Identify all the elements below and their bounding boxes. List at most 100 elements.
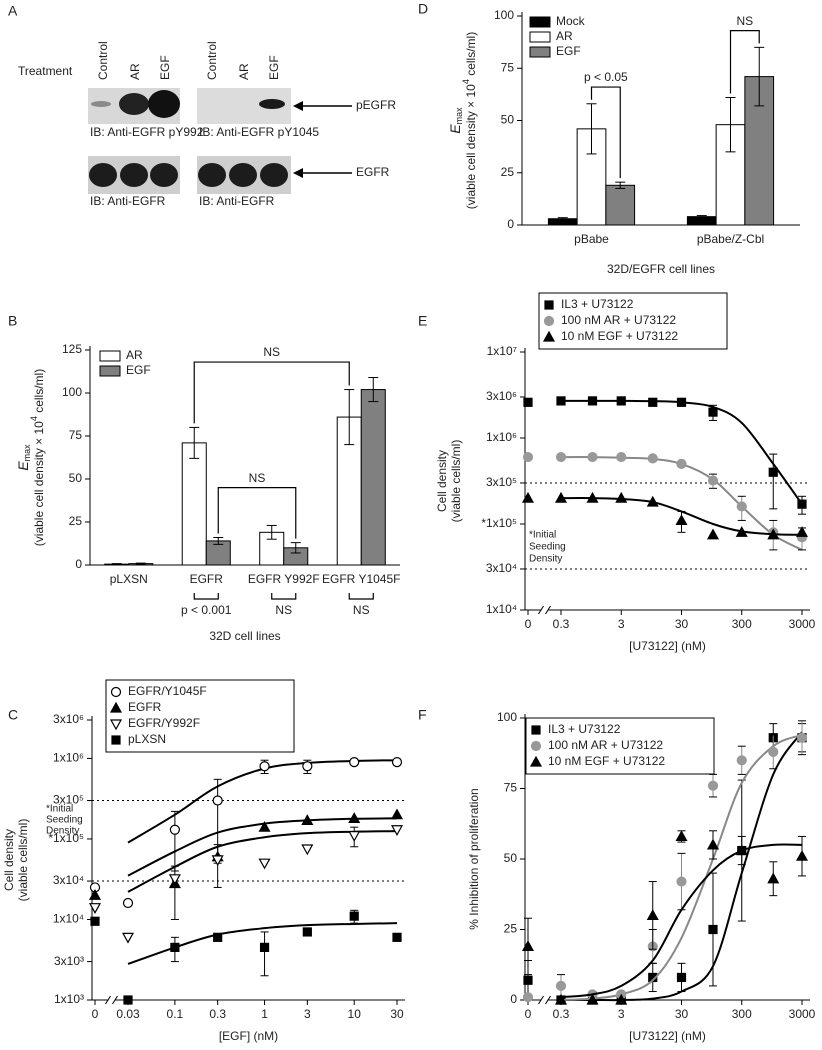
x-tick-label: EGFR Y992F [248,572,320,586]
x-tick-label: EGFR [190,572,224,586]
marker [796,732,808,743]
lane-label: Control [205,41,219,80]
y-tick-label: 125 [62,342,82,356]
marker [90,916,100,926]
marker [168,874,181,886]
y-tick-label: 75 [504,781,518,795]
marker [675,514,688,526]
y-tick-label: 1x10⁶ [486,430,517,444]
y-tick-label: 0 [507,217,514,231]
legend-marker [542,330,556,342]
legend-label: Mock [556,14,586,28]
lane-label: Control [96,41,110,80]
bar [181,442,207,566]
fit-curve [560,731,803,1002]
annotation: Density [529,554,562,565]
x-tick-label: 3 [618,617,625,631]
marker [122,897,134,909]
annotation: Seeding [529,542,566,553]
marker [646,495,659,507]
legend-marker [111,735,121,745]
fit-curve [561,399,803,505]
y-axis-label: Emax [15,444,33,471]
marker [736,755,747,766]
legend-box [105,679,295,753]
annotation: NS [263,345,280,359]
axis-break [105,995,111,1005]
y-axis-label: (viable cell density × 104 cells/ml) [461,32,478,209]
marker [797,499,807,509]
arrowhead [293,101,303,111]
y-tick-label: 3x10³ [54,954,84,968]
band [198,163,226,187]
x-tick-label: 0 [525,1007,532,1021]
marker [615,491,628,503]
bracket [193,593,219,600]
y-tick-label: 50 [501,113,515,127]
fit-curve [560,843,803,999]
marker [212,795,223,806]
x-tick-label: 3000 [789,617,816,631]
legend-label: EGFR/Y992F [128,716,200,730]
marker [523,975,533,985]
y-tick-label: 3x10⁴ [486,561,517,575]
y-tick-label: 75 [69,428,83,442]
band [150,163,178,187]
marker [586,491,599,503]
y-tick-label: 50 [69,471,83,485]
marker [88,888,102,900]
legend-label: EGF [126,363,151,377]
legend-swatch [529,31,551,43]
marker [121,932,135,944]
legend-label: EGF [556,44,581,58]
marker [616,451,627,463]
x-tick-label: 1 [261,1007,268,1021]
x-tick-label: 0.03 [116,1007,140,1021]
marker [391,757,403,768]
marker [349,757,360,768]
marker [348,812,361,823]
y-axis-label: Emax [447,107,465,134]
marker [521,491,535,503]
y-axis-label-subscript: max [22,444,32,462]
y-tick-label: *1x10⁵ [481,516,517,530]
lane-label: AR [237,63,251,80]
axis-break [545,995,551,1005]
bracket [217,487,297,539]
marker [522,451,534,463]
legend-label: EGFR [128,700,162,714]
marker [706,838,720,850]
axis-break [108,997,115,1003]
fit-curve [560,456,803,551]
bracket [271,593,297,600]
annotation: Seeding [46,815,83,826]
lane-label: AR [128,63,142,80]
y-axis-label-text: (viable cell density × 10 [464,84,478,209]
marker [392,932,402,942]
legend-label: pLXSN [128,732,166,746]
marker [259,942,270,952]
marker [554,491,568,503]
marker [258,858,271,870]
marker [302,761,313,772]
legend-swatch [99,365,121,377]
x-tick-label: 30 [675,617,689,631]
marker [707,475,719,486]
y-tick-label: *1x10⁵ [48,831,84,845]
y-axis-label-superscript: 4 [461,79,471,84]
band [119,93,149,115]
axis-break [538,605,544,615]
legend-marker [531,725,541,735]
axis-break [541,607,548,613]
marker [767,872,780,884]
marker [768,746,779,757]
marker [211,855,224,867]
marker [259,761,270,772]
x-tick-label: 10 [348,1007,362,1021]
marker [676,458,687,469]
y-axis-label: (viable cells/ml) [449,440,463,523]
blot-caption: IB: Anti-EGFR pY992 [90,125,204,139]
legend-marker [110,686,122,698]
band [89,163,117,187]
blot-label: pEGFR [356,98,396,112]
